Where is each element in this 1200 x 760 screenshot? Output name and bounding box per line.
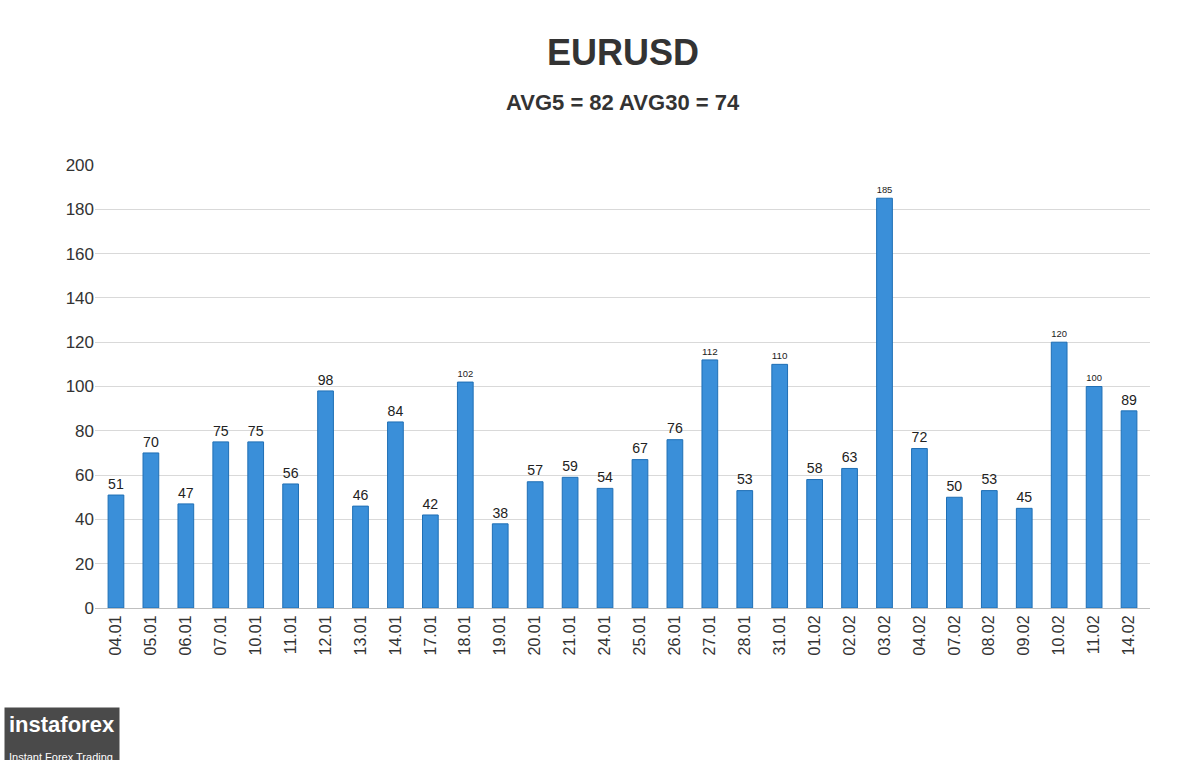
svg-text:03.02: 03.02 bbox=[876, 615, 893, 655]
svg-text:140: 140 bbox=[66, 289, 94, 308]
svg-text:20.01: 20.01 bbox=[526, 615, 543, 655]
svg-text:63: 63 bbox=[842, 449, 858, 465]
svg-text:09.02: 09.02 bbox=[1015, 615, 1032, 655]
svg-text:120: 120 bbox=[1051, 328, 1067, 339]
svg-text:24.01: 24.01 bbox=[596, 615, 613, 655]
svg-text:10.01: 10.01 bbox=[247, 615, 264, 655]
svg-text:54: 54 bbox=[597, 469, 613, 485]
svg-text:14.01: 14.01 bbox=[387, 615, 404, 655]
svg-text:160: 160 bbox=[66, 245, 94, 264]
svg-text:110: 110 bbox=[772, 350, 788, 361]
svg-text:47: 47 bbox=[178, 485, 194, 501]
svg-text:185: 185 bbox=[877, 184, 893, 195]
svg-text:80: 80 bbox=[75, 422, 94, 441]
svg-text:72: 72 bbox=[912, 429, 928, 445]
svg-text:AVG5 = 82 AVG30 = 74: AVG5 = 82 AVG30 = 74 bbox=[506, 90, 740, 115]
svg-text:46: 46 bbox=[353, 487, 369, 503]
svg-text:56: 56 bbox=[283, 465, 299, 481]
svg-text:53: 53 bbox=[981, 471, 997, 487]
svg-text:84: 84 bbox=[388, 403, 404, 419]
svg-text:04.02: 04.02 bbox=[911, 615, 928, 655]
svg-text:38: 38 bbox=[492, 505, 508, 521]
svg-text:31.01: 31.01 bbox=[771, 615, 788, 655]
svg-text:0: 0 bbox=[85, 599, 94, 618]
svg-text:102: 102 bbox=[457, 368, 473, 379]
svg-text:42: 42 bbox=[423, 496, 439, 512]
svg-text:EURUSD: EURUSD bbox=[547, 32, 699, 73]
svg-text:59: 59 bbox=[562, 458, 578, 474]
svg-text:45: 45 bbox=[1016, 489, 1032, 505]
svg-text:20: 20 bbox=[75, 555, 94, 574]
svg-text:75: 75 bbox=[248, 423, 264, 439]
svg-text:11.02: 11.02 bbox=[1085, 615, 1102, 654]
svg-text:75: 75 bbox=[213, 423, 229, 439]
svg-text:180: 180 bbox=[66, 200, 94, 219]
svg-text:08.02: 08.02 bbox=[981, 615, 998, 655]
svg-text:instaforexInstant Forex Tradin: instaforexInstant Forex Trading bbox=[9, 712, 115, 760]
svg-text:10.02: 10.02 bbox=[1050, 615, 1067, 655]
svg-text:120: 120 bbox=[66, 333, 94, 352]
svg-text:51: 51 bbox=[108, 476, 124, 492]
svg-text:02.02: 02.02 bbox=[841, 615, 858, 655]
svg-text:58: 58 bbox=[807, 460, 823, 476]
svg-text:05.01: 05.01 bbox=[142, 615, 159, 655]
svg-text:25.01: 25.01 bbox=[631, 615, 648, 655]
svg-text:53: 53 bbox=[737, 471, 753, 487]
svg-text:100: 100 bbox=[66, 377, 94, 396]
svg-text:13.01: 13.01 bbox=[352, 615, 369, 655]
svg-text:18.01: 18.01 bbox=[457, 615, 474, 655]
svg-text:14.02: 14.02 bbox=[1120, 615, 1137, 655]
svg-text:12.01: 12.01 bbox=[317, 615, 334, 655]
svg-text:60: 60 bbox=[75, 466, 94, 485]
svg-text:04.01: 04.01 bbox=[107, 615, 124, 655]
svg-text:57: 57 bbox=[527, 462, 543, 478]
svg-text:100: 100 bbox=[1086, 372, 1102, 383]
svg-text:76: 76 bbox=[667, 420, 683, 436]
svg-text:98: 98 bbox=[318, 372, 334, 388]
svg-text:112: 112 bbox=[702, 346, 718, 357]
svg-text:89: 89 bbox=[1121, 392, 1137, 408]
svg-text:67: 67 bbox=[632, 440, 648, 456]
svg-text:06.01: 06.01 bbox=[177, 615, 194, 655]
svg-text:27.01: 27.01 bbox=[701, 615, 718, 655]
svg-text:40: 40 bbox=[75, 510, 94, 529]
svg-text:11.01: 11.01 bbox=[282, 615, 299, 654]
svg-text:01.02: 01.02 bbox=[806, 615, 823, 655]
svg-text:28.01: 28.01 bbox=[736, 615, 753, 655]
svg-text:17.01: 17.01 bbox=[422, 615, 439, 655]
svg-text:200: 200 bbox=[66, 156, 94, 175]
svg-text:70: 70 bbox=[143, 434, 159, 450]
svg-text:19.01: 19.01 bbox=[491, 615, 508, 655]
svg-text:50: 50 bbox=[947, 478, 963, 494]
svg-text:07.02: 07.02 bbox=[946, 615, 963, 655]
svg-text:21.01: 21.01 bbox=[561, 615, 578, 655]
svg-text:07.01: 07.01 bbox=[212, 615, 229, 655]
svg-text:26.01: 26.01 bbox=[666, 615, 683, 655]
